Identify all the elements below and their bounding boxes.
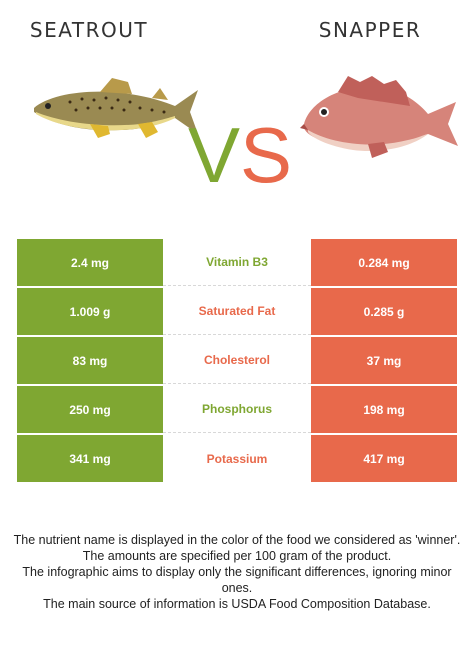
footer-notes: The nutrient name is displayed in the co…	[12, 532, 462, 612]
right-value: 417 mg	[311, 435, 457, 482]
nutrient-name: Potassium	[163, 435, 311, 482]
right-value: 37 mg	[311, 337, 457, 384]
vs-letter-v: V	[188, 111, 240, 190]
table-row: 2.4 mg Vitamin B3 0.284 mg	[17, 239, 457, 286]
table-row: 250 mg Phosphorus 198 mg	[17, 386, 457, 433]
footer-line: The amounts are specified per 100 gram o…	[82, 549, 392, 563]
seatrout-image	[34, 78, 198, 138]
left-value: 1.009 g	[17, 288, 163, 335]
table-row: 83 mg Cholesterol 37 mg	[17, 337, 457, 384]
vs-emblem: V S	[188, 111, 292, 190]
vs-letter-s: S	[240, 111, 292, 190]
left-value: 250 mg	[17, 386, 163, 433]
left-value: 83 mg	[17, 337, 163, 384]
nutrient-name: Cholesterol	[163, 337, 311, 384]
left-value: 341 mg	[17, 435, 163, 482]
right-food-title: SNAPPER	[318, 18, 422, 42]
table-row: 1.009 g Saturated Fat 0.285 g	[17, 288, 457, 335]
right-value: 198 mg	[311, 386, 457, 433]
left-food-title: SEATROUT	[29, 18, 149, 42]
footer-line: The main source of information is USDA F…	[43, 597, 431, 611]
table-row: 341 mg Potassium 417 mg	[17, 435, 457, 482]
right-value: 0.284 mg	[311, 239, 457, 286]
left-value: 2.4 mg	[17, 239, 163, 286]
footer-line: The infographic aims to display only the…	[22, 565, 452, 595]
nutrient-name: Phosphorus	[163, 386, 311, 433]
snapper-image	[300, 76, 458, 158]
nutrient-name: Vitamin B3	[163, 239, 311, 286]
nutrient-name: Saturated Fat	[163, 288, 311, 335]
right-value: 0.285 g	[311, 288, 457, 335]
footer-line: The nutrient name is displayed in the co…	[13, 533, 461, 547]
comparison-table: 2.4 mg Vitamin B3 0.284 mg 1.009 g Satur…	[17, 239, 457, 484]
